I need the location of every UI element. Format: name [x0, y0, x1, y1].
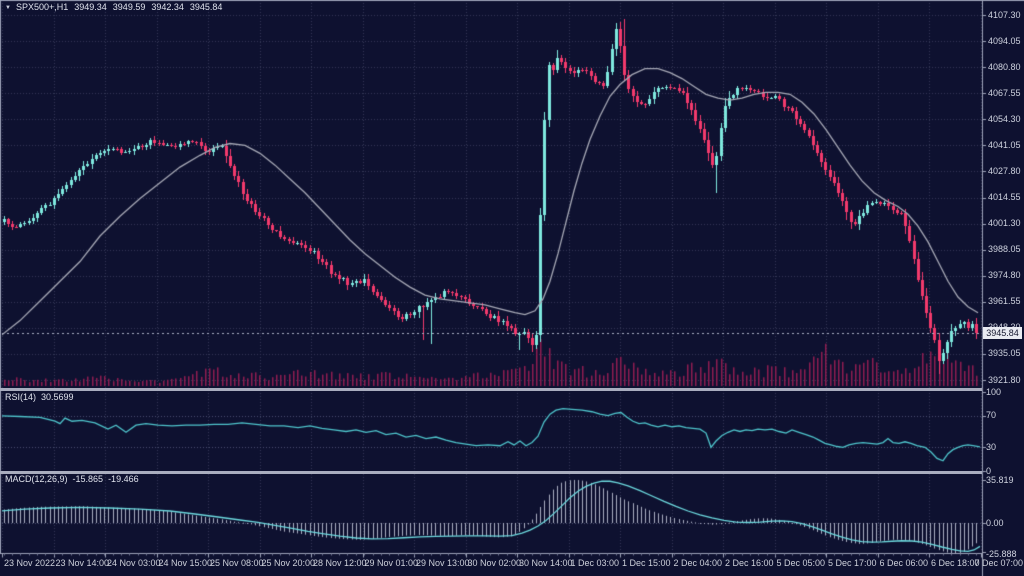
- collapse-arrow-icon[interactable]: ▼: [5, 5, 11, 11]
- time-tick-label: 6 Dec 18:00: [931, 558, 980, 568]
- time-tick-label: 24 Nov 15:00: [158, 558, 213, 568]
- rsi-tick-label: 0: [986, 465, 992, 476]
- macd-tick-label: 35.819: [986, 474, 1014, 485]
- time-tick-label: 5 Dec 17:00: [828, 558, 877, 568]
- price-tick-label: 3921.80: [988, 374, 1021, 385]
- price-tick-label: 4054.30: [988, 113, 1021, 124]
- macd-tick-label: 0.00: [986, 517, 1004, 528]
- time-tick-label: 24 Nov 03:00: [107, 558, 161, 568]
- macd-tick-label: -25.888: [986, 548, 1017, 559]
- time-tick-label: 23 Nov 2022: [4, 558, 56, 568]
- ohlc-open: 3949.34: [74, 2, 107, 12]
- price-tick-label: 3974.80: [988, 270, 1021, 281]
- time-tick-label: 5 Dec 05:00: [776, 558, 826, 568]
- time-tick-label: 23 Nov 14:00: [55, 558, 110, 568]
- time-tick-label: 1 Dec 03:00: [570, 558, 620, 568]
- time-tick-label: 1 Dec 15:00: [622, 558, 671, 568]
- rsi-name: RSI(14): [5, 392, 37, 402]
- ohlc-close: 3945.84: [189, 2, 223, 12]
- symbol-label: SPX500+,H1: [15, 2, 69, 12]
- price-tick-label: 4027.80: [988, 165, 1021, 176]
- price-tick-label: 3988.05: [988, 244, 1021, 255]
- ohlc-high: 3949.59: [112, 2, 146, 12]
- price-tick-label: 3961.55: [988, 296, 1021, 307]
- panel-separator-rsi[interactable]: [0, 388, 982, 391]
- macd-main-value: -15.865: [72, 474, 104, 484]
- price-tick-label: 4041.05: [988, 139, 1021, 150]
- rsi-tick-label: 100: [986, 386, 1002, 397]
- price-tick-label: 4080.80: [988, 61, 1021, 72]
- time-tick-label: 25 Nov 08:00: [210, 558, 264, 568]
- rsi-tick-label: 30: [986, 441, 997, 452]
- price-tick-label: 4001.30: [988, 218, 1021, 229]
- time-tick-label: 29 Nov 01:00: [364, 558, 419, 568]
- time-tick-label: 25 Nov 20:00: [261, 558, 316, 568]
- ohlc-low: 3942.34: [151, 2, 184, 12]
- time-tick-label: 2 Dec 16:00: [725, 558, 774, 568]
- symbol-info: ▼ SPX500+,H1 3949.34 3949.59 3942.34 3945.84: [5, 2, 222, 14]
- price-tick-label: 4067.55: [988, 87, 1021, 98]
- price-tick-label: 4094.05: [988, 35, 1021, 46]
- time-tick-label: 28 Nov 12:00: [313, 558, 367, 568]
- panel-separator-macd[interactable]: [0, 471, 982, 474]
- macd-name: MACD(12,26,9): [5, 474, 68, 484]
- time-tick-label: 6 Dec 06:00: [879, 558, 929, 568]
- rsi-tick-label: 70: [986, 410, 997, 421]
- rsi-indicator-label: RSI(14) 30.5699: [5, 392, 74, 403]
- rsi-value: 30.5699: [41, 392, 74, 402]
- time-tick-label: 29 Nov 13:00: [416, 558, 470, 568]
- macd-signal-value: -19.466: [108, 474, 139, 484]
- price-tick-label: 4107.30: [988, 9, 1021, 20]
- time-tick-label: 7 Dec 07:00: [974, 558, 1023, 568]
- time-tick-label: 30 Nov 02:00: [467, 558, 522, 568]
- macd-indicator-label: MACD(12,26,9) -15.865 -19.466: [5, 474, 139, 485]
- price-tick-label: 3935.05: [988, 348, 1021, 359]
- price-tick-label: 4014.55: [988, 192, 1021, 202]
- time-tick-label: 30 Nov 14:00: [519, 558, 573, 568]
- time-tick-label: 2 Dec 04:00: [673, 558, 723, 568]
- current-price-badge: 3945.84: [983, 326, 1022, 339]
